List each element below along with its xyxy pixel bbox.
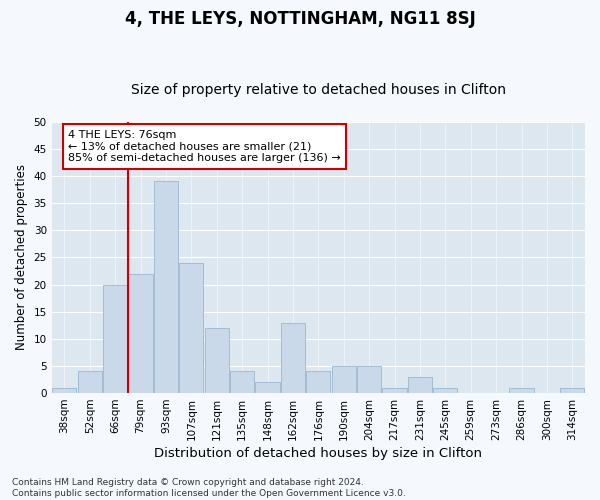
Bar bbox=[256, 382, 280, 393]
Bar bbox=[128, 274, 152, 393]
Bar bbox=[433, 388, 457, 393]
Bar bbox=[154, 182, 178, 393]
Y-axis label: Number of detached properties: Number of detached properties bbox=[15, 164, 28, 350]
Text: Contains HM Land Registry data © Crown copyright and database right 2024.
Contai: Contains HM Land Registry data © Crown c… bbox=[12, 478, 406, 498]
Bar bbox=[560, 388, 584, 393]
Bar bbox=[306, 372, 331, 393]
Bar bbox=[281, 322, 305, 393]
Bar bbox=[103, 284, 127, 393]
Bar bbox=[357, 366, 381, 393]
Bar bbox=[230, 372, 254, 393]
Bar bbox=[52, 388, 76, 393]
Bar bbox=[77, 372, 102, 393]
Text: 4 THE LEYS: 76sqm
← 13% of detached houses are smaller (21)
85% of semi-detached: 4 THE LEYS: 76sqm ← 13% of detached hous… bbox=[68, 130, 341, 163]
X-axis label: Distribution of detached houses by size in Clifton: Distribution of detached houses by size … bbox=[154, 447, 482, 460]
Title: Size of property relative to detached houses in Clifton: Size of property relative to detached ho… bbox=[131, 83, 506, 97]
Bar bbox=[408, 377, 432, 393]
Bar bbox=[509, 388, 533, 393]
Bar bbox=[382, 388, 407, 393]
Bar bbox=[179, 263, 203, 393]
Text: 4, THE LEYS, NOTTINGHAM, NG11 8SJ: 4, THE LEYS, NOTTINGHAM, NG11 8SJ bbox=[125, 10, 475, 28]
Bar bbox=[205, 328, 229, 393]
Bar bbox=[332, 366, 356, 393]
